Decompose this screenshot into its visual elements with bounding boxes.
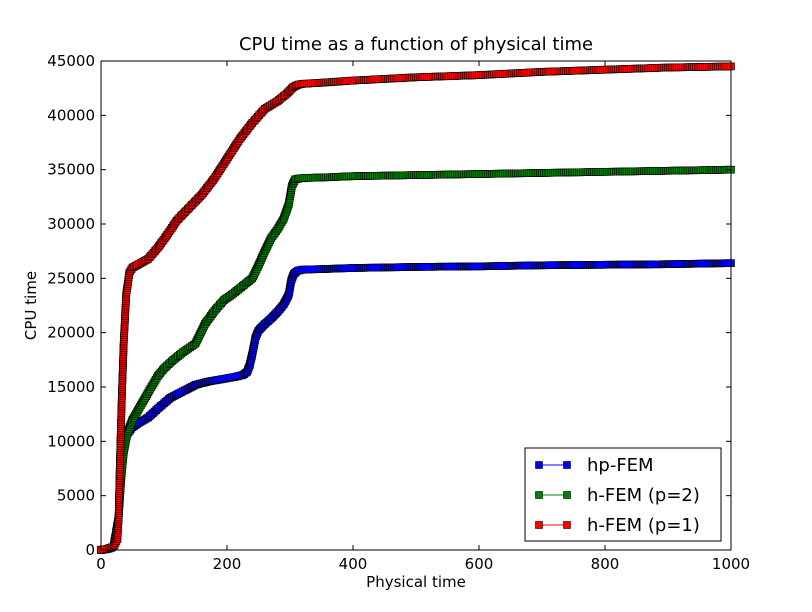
x-tick-label: 1000	[712, 555, 750, 573]
y-tick-label: 15000	[47, 378, 95, 396]
y-tick-label: 45000	[47, 52, 95, 70]
legend-marker	[563, 461, 571, 469]
x-tick-label: 400	[339, 555, 368, 573]
chart-title: CPU time as a function of physical time	[239, 34, 593, 55]
legend-marker	[535, 521, 543, 529]
y-axis-label: CPU time	[22, 271, 40, 340]
legend-marker	[535, 461, 543, 469]
y-tick-label: 20000	[47, 324, 95, 342]
legend-marker	[563, 491, 571, 499]
legend-marker	[563, 521, 571, 529]
legend: hp-FEM h-FEM (p=2) h-FEM (p=1)	[524, 447, 722, 542]
y-tick-label: 30000	[47, 215, 95, 233]
legend-item: hp-FEM	[535, 455, 654, 476]
x-tick-label: 0	[96, 555, 106, 573]
axes-frame	[100, 60, 732, 551]
x-tick-label: 600	[465, 555, 494, 573]
x-tick-label: 800	[591, 555, 620, 573]
x-tick-label: 200	[213, 555, 242, 573]
legend-label: hp-FEM	[587, 455, 654, 476]
ticks-layer: 0 200 400 600 800 100005000100001500020000250…	[47, 52, 750, 573]
legend-label: h-FEM (p=2)	[587, 485, 700, 506]
legend-label: h-FEM (p=1)	[587, 515, 700, 536]
legend-item: h-FEM (p=1)	[535, 515, 700, 536]
y-tick-label: 5000	[57, 487, 95, 505]
y-tick-label: 0	[85, 541, 95, 559]
y-tick-label: 40000	[47, 106, 95, 124]
y-tick-label: 35000	[47, 161, 95, 179]
x-axis-label: Physical time	[366, 573, 466, 591]
legend-marker	[535, 491, 543, 499]
y-tick-label: 10000	[47, 432, 95, 450]
series-3	[97, 62, 735, 554]
y-tick-label: 25000	[47, 269, 95, 287]
series-layer	[97, 62, 735, 554]
legend-item: h-FEM (p=2)	[535, 485, 700, 506]
